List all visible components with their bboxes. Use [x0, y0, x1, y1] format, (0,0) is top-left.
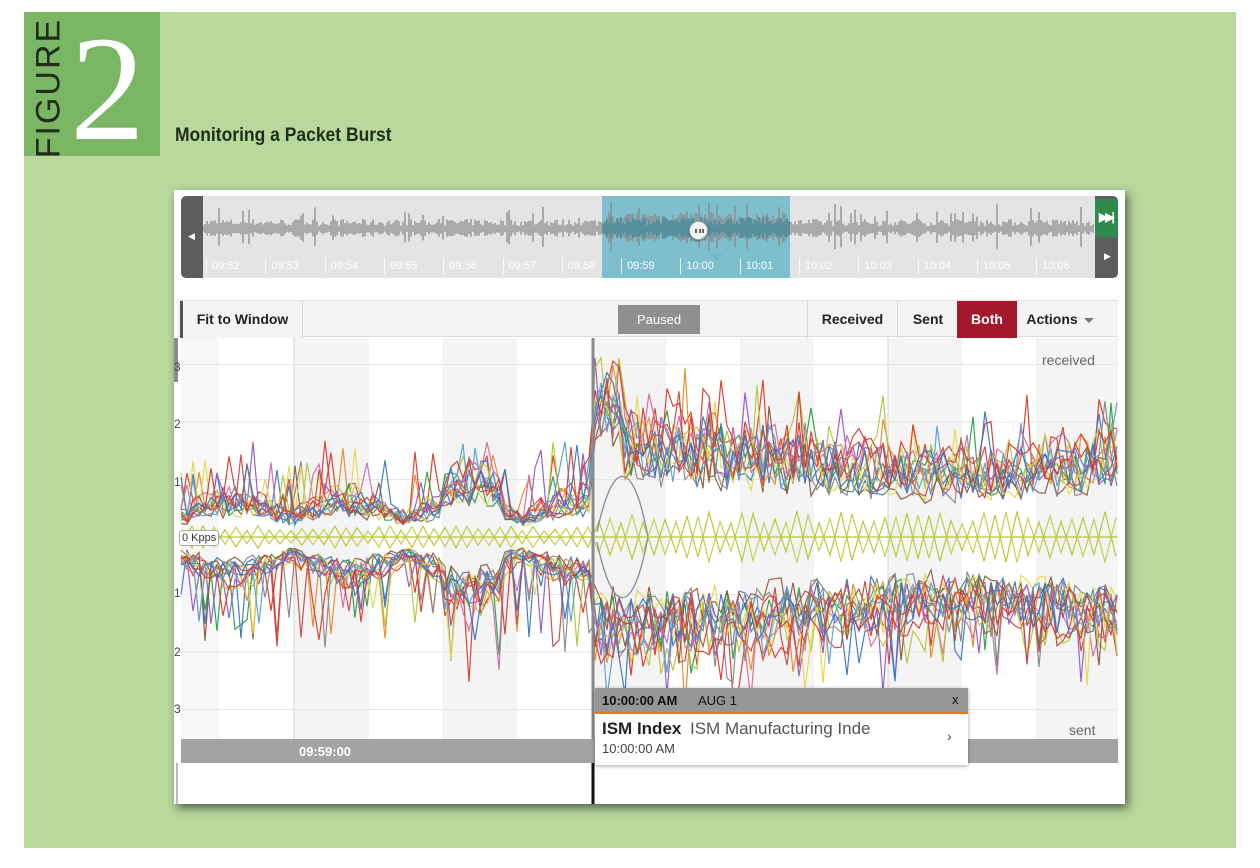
center-series-line [180, 510, 1117, 565]
received-series-line [180, 382, 1118, 526]
sent-series-line [180, 550, 1118, 701]
y-tick-label: 2 [174, 645, 181, 659]
actions-dropdown[interactable]: Actions [1017, 301, 1103, 338]
chart-band [517, 338, 592, 740]
y-tick-label: 3 [174, 702, 181, 716]
chevron-right-icon[interactable]: › [947, 728, 952, 744]
received-series-line [180, 391, 1118, 526]
sent-series-line [180, 547, 1118, 698]
timeline-tick: 10:02 [799, 258, 833, 274]
chart-scroll-indicator [174, 338, 178, 382]
timeline-tick: 09:59 [621, 258, 655, 274]
center-series-line [180, 509, 1117, 564]
chart-band [962, 338, 1036, 740]
timeline-ticks: 09:52 09:53 09:54 09:55 09:56 09:57 09:58 09:59… [203, 254, 1095, 278]
timeline-tick: 09:56 [443, 258, 477, 274]
chart-toolbar: Fit to Window Paused Received Sent Both … [177, 300, 1118, 338]
packet-monitor-app: 09:52 09:53 09:54 09:55 09:56 09:57 09:58 09:59… [174, 190, 1125, 804]
scroll-left-icon: ◀ [188, 231, 195, 241]
y-tick-label: 2 [174, 417, 181, 431]
tooltip-event-name: ISM Index [602, 719, 682, 738]
sent-series-line [180, 549, 1118, 666]
both-filter-button[interactable]: Both [957, 301, 1017, 338]
scroll-right-icon: ▶ [1104, 251, 1111, 261]
timeline-scrubber[interactable]: 09:52 09:53 09:54 09:55 09:56 09:57 09:58 09:59… [181, 196, 1118, 278]
timeline-tick: 10:01 [739, 258, 773, 274]
timeline-tick: 09:52 [206, 258, 240, 274]
zero-baseline-label: 0 Kpps [179, 530, 220, 546]
timeline-tick: 09:54 [324, 258, 358, 274]
chart-band [888, 338, 962, 740]
tooltip-header: 10:00:00 AM AUG 1 x [595, 688, 968, 714]
timeline-tick: 10:06 [1036, 258, 1070, 274]
timeline-tick: 10:05 [976, 258, 1010, 274]
y-tick-label: 1 [174, 586, 181, 600]
received-filter-button[interactable]: Received [807, 301, 898, 338]
timeline-tick: 10:00 [680, 258, 714, 274]
sent-series-line [180, 549, 1118, 695]
tooltip-date: AUG 1 [698, 693, 738, 708]
chevron-down-icon [1083, 317, 1094, 323]
drag-handle-icon[interactable] [689, 221, 708, 240]
packet-rate-chart[interactable]: 3 2 1 1 2 3 received sent 0 Kpps 09:59:0… [174, 338, 1125, 804]
jump-to-end-button[interactable]: ▶▶| [1095, 199, 1118, 237]
jump-to-end-icon: ▶▶| [1099, 210, 1115, 224]
sent-filter-button[interactable]: Sent [912, 311, 944, 327]
chart-band [740, 338, 814, 740]
tooltip-event-time: 10:00:00 AM [602, 741, 675, 756]
actions-label: Actions [1026, 311, 1078, 327]
sent-axis-label: sent [1069, 722, 1096, 738]
received-series-line [180, 377, 1118, 526]
paused-status-button[interactable]: Paused [618, 305, 700, 334]
sent-series-line [180, 549, 1118, 681]
timeline-tick: 09:58 [561, 258, 595, 274]
event-tooltip[interactable]: 10:00:00 AM AUG 1 x ISM Index ISM Manufa… [595, 688, 968, 765]
scroll-left-button[interactable]: ◀ [181, 196, 203, 278]
figure-word: FIGURE [29, 17, 68, 159]
chart-band [369, 338, 442, 740]
timeline-pointer [710, 254, 723, 261]
timeline-tick: 09:53 [265, 258, 299, 274]
sent-series-line [180, 547, 1118, 666]
figure-tab: FIGURE 2 [24, 12, 160, 164]
cursor-time: 09:59:00 [299, 744, 352, 759]
timeline-tick: 10:03 [858, 258, 892, 274]
timeline-tick: 09:55 [383, 258, 417, 274]
tooltip-event-description: ISM Manufacturing Inde [690, 719, 871, 738]
sent-series-line [180, 548, 1118, 712]
sent-series-line [180, 549, 1118, 684]
timeline-tick: 09:57 [502, 258, 536, 274]
received-series-line [180, 371, 1118, 527]
timeline-tick: 10:04 [917, 258, 951, 274]
tooltip-time: 10:00:00 AM [602, 693, 678, 708]
y-tick-label: 1 [174, 475, 181, 489]
close-icon[interactable]: x [952, 692, 959, 707]
chart-band [814, 338, 888, 740]
received-axis-label: received [1042, 352, 1095, 368]
figure-number: 2 [70, 6, 145, 172]
figure-title: Monitoring a Packet Burst [175, 125, 392, 146]
chart-band [294, 338, 369, 740]
fit-to-window-button[interactable]: Fit to Window [180, 301, 303, 338]
y-tick-label: 3 [174, 360, 181, 374]
